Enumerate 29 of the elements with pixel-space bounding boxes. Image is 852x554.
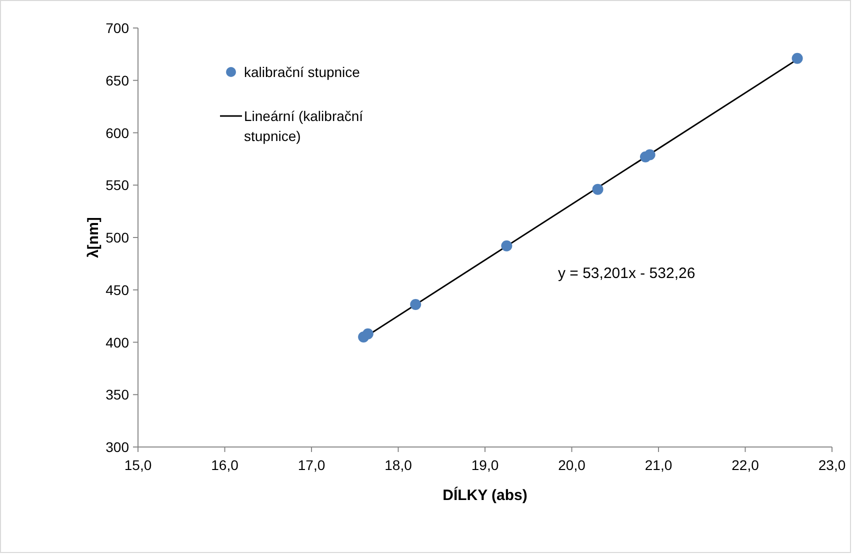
legend-label: Lineární (kalibrační stupnice) bbox=[244, 108, 364, 144]
point bbox=[362, 328, 374, 340]
x-tick-label: 22,0 bbox=[732, 457, 760, 473]
x-tick-label: 18,0 bbox=[384, 457, 412, 473]
y-axis-title: λ[nm] bbox=[85, 217, 102, 258]
y-tick-label: 450 bbox=[106, 282, 130, 298]
x-tick-label: 17,0 bbox=[298, 457, 326, 473]
point bbox=[592, 184, 604, 195]
point bbox=[644, 149, 656, 160]
x-axis-title: DÍLKY (abs) bbox=[442, 486, 528, 504]
x-tick-label: 23,0 bbox=[818, 457, 846, 473]
x-tick-label: 20,0 bbox=[558, 457, 586, 473]
point bbox=[501, 240, 512, 252]
y-tick-label: 500 bbox=[106, 230, 130, 246]
x-tick-label: 16,0 bbox=[211, 457, 239, 473]
y-tick-label: 400 bbox=[106, 334, 130, 350]
annotation: y = 53,201x - 532,26 bbox=[558, 265, 696, 282]
y-tick-label: 650 bbox=[106, 72, 130, 88]
y-tick-label: 300 bbox=[106, 439, 130, 455]
y-tick-label: 550 bbox=[106, 177, 130, 194]
legend-label: kalibrační stupnice bbox=[244, 64, 360, 80]
y-tick-label: 350 bbox=[106, 386, 130, 403]
point bbox=[792, 52, 803, 64]
y-tick-label: 700 bbox=[106, 20, 130, 36]
y-tick-label: 600 bbox=[106, 124, 130, 141]
x-tick-label: 19,0 bbox=[471, 457, 499, 473]
x-tick-label: 21,0 bbox=[644, 457, 672, 473]
x-tick-label: 15,0 bbox=[124, 457, 152, 473]
point bbox=[410, 299, 422, 310]
